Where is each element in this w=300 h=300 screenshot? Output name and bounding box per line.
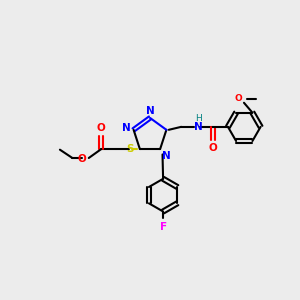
Text: N: N	[194, 122, 203, 132]
Text: O: O	[97, 123, 106, 133]
Text: N: N	[162, 151, 170, 160]
Text: O: O	[78, 154, 86, 164]
Text: O: O	[209, 142, 218, 153]
Text: N: N	[122, 123, 130, 133]
Text: O: O	[234, 94, 242, 103]
Text: S: S	[126, 144, 134, 154]
Text: F: F	[160, 222, 167, 232]
Text: N: N	[146, 106, 154, 116]
Text: H: H	[195, 114, 202, 123]
